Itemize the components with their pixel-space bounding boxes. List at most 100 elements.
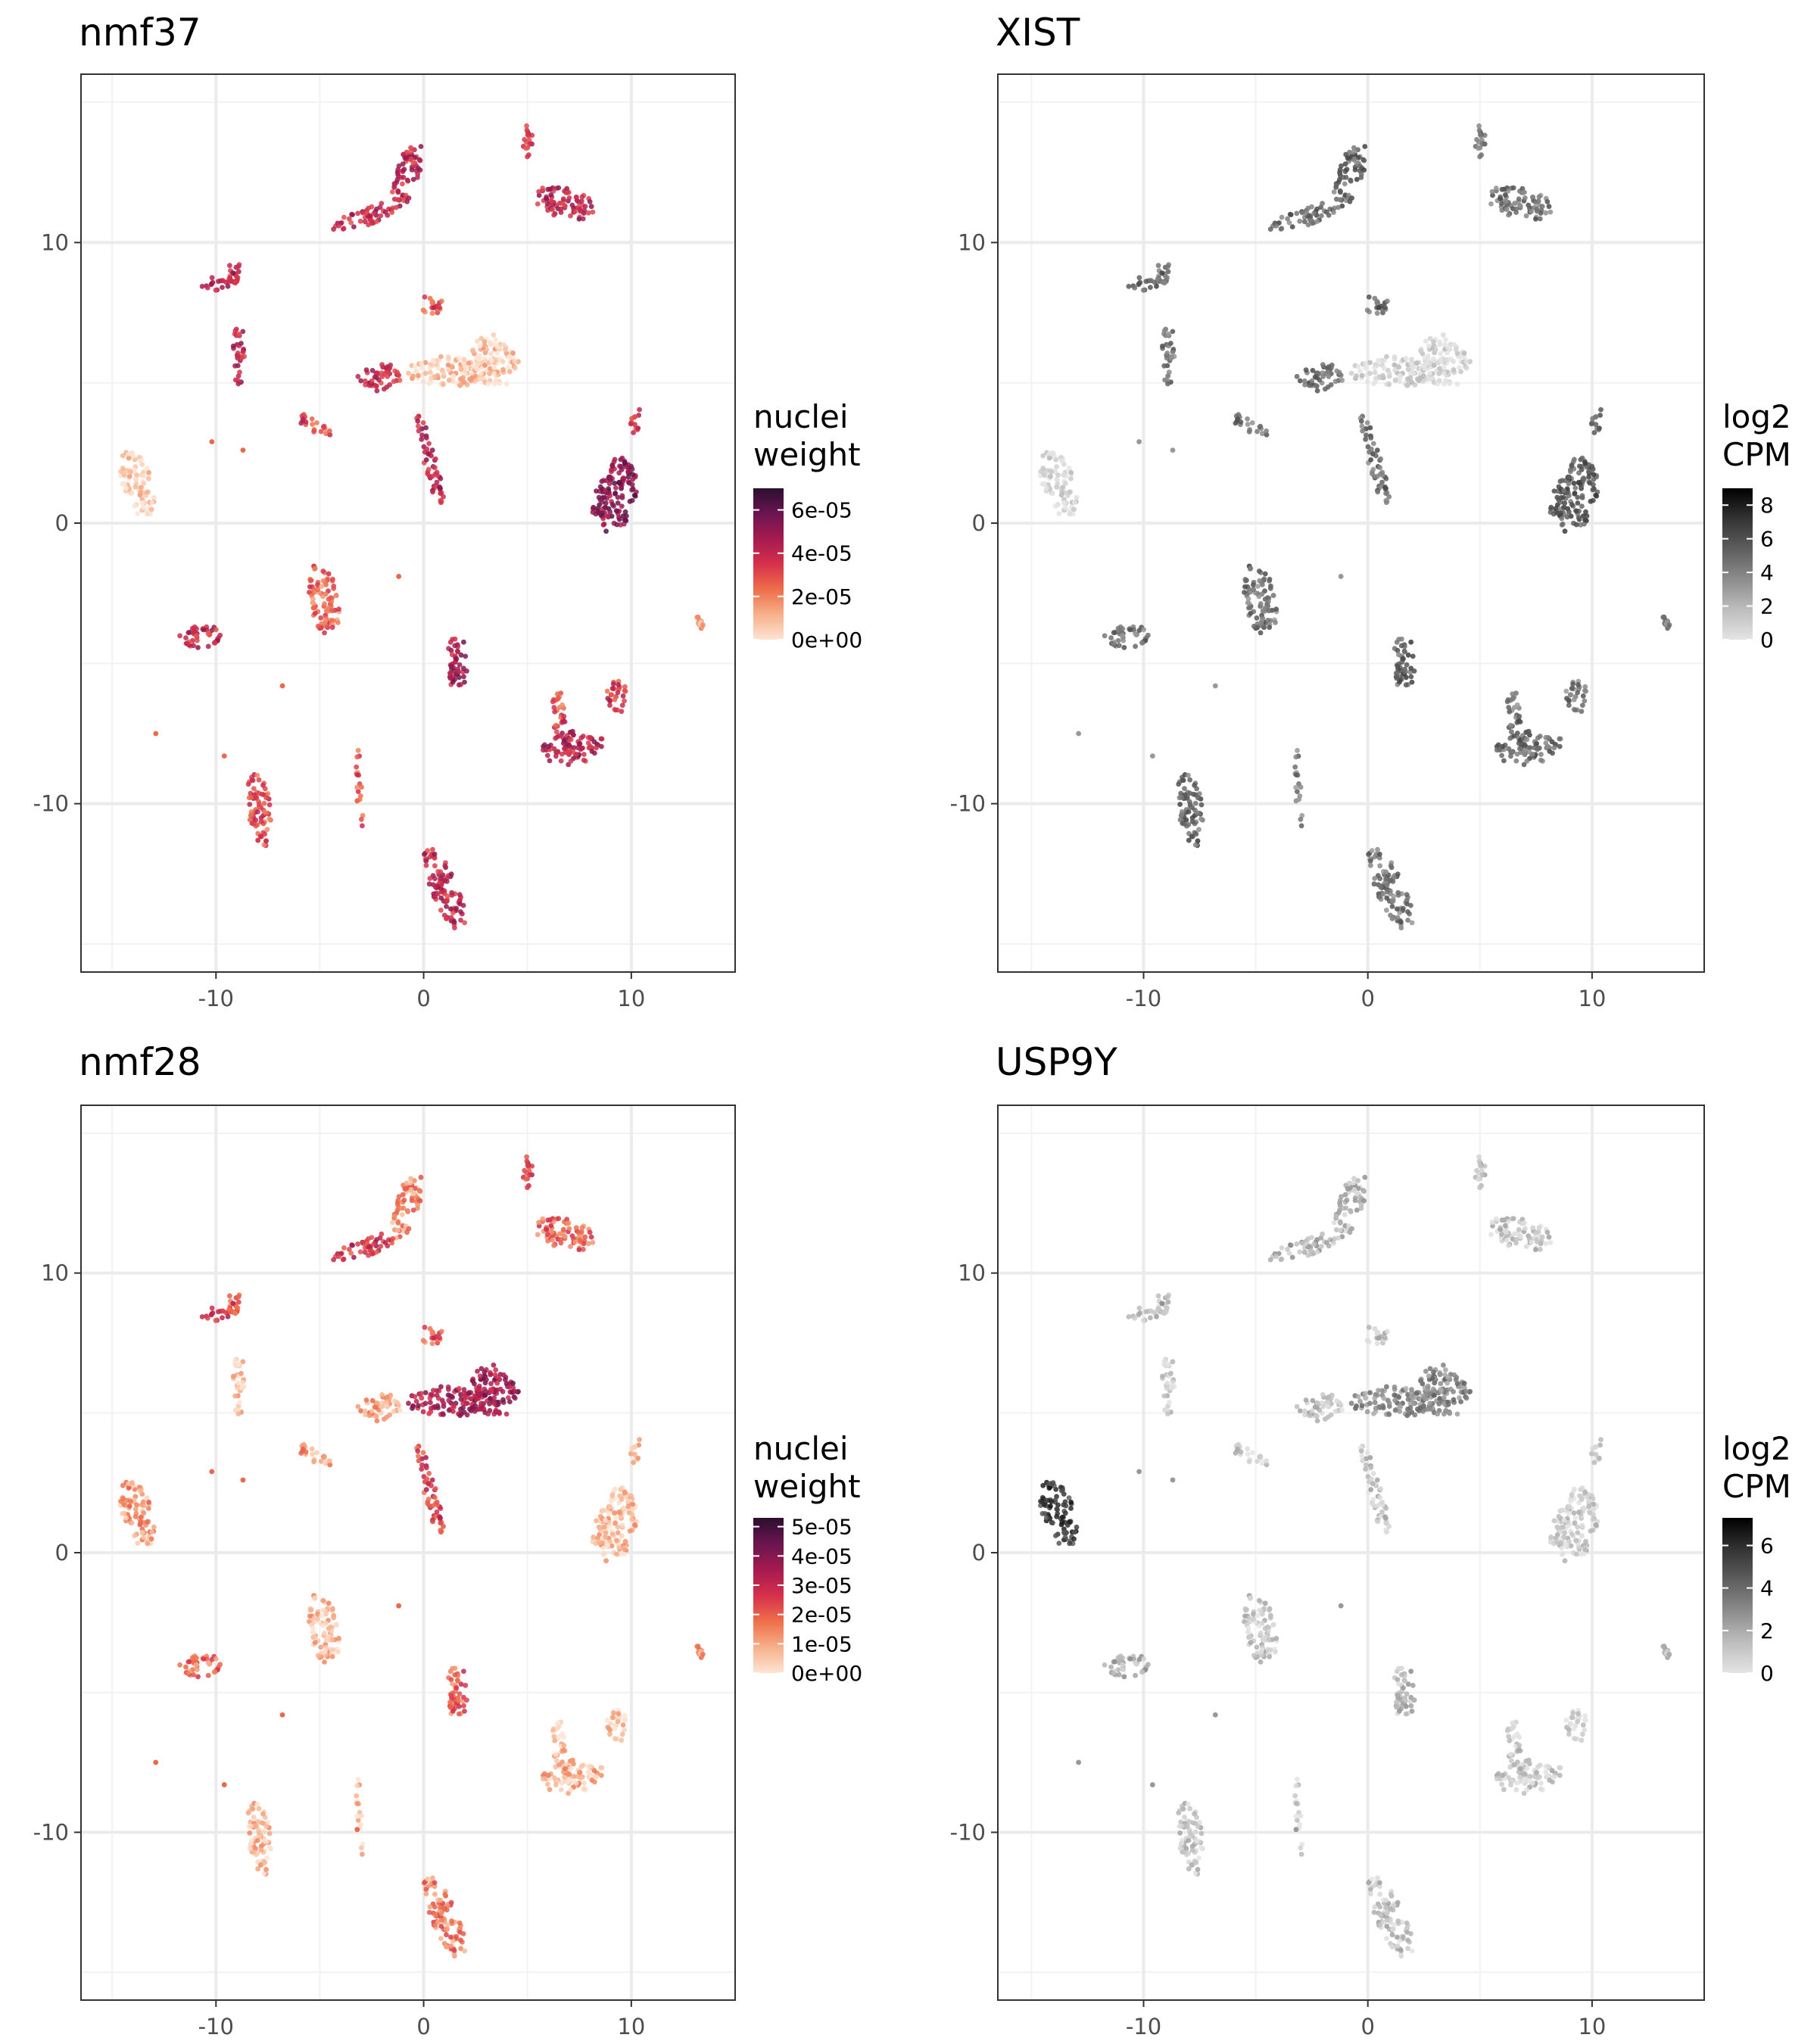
- data-point: [220, 1308, 226, 1314]
- data-point: [457, 1691, 463, 1697]
- data-point: [373, 383, 379, 389]
- data-point: [1375, 846, 1380, 852]
- data-point: [1303, 367, 1309, 373]
- data-point: [1190, 791, 1196, 797]
- data-point: [554, 749, 560, 755]
- legend-tick-label: 6e-05: [791, 498, 852, 523]
- data-point: [120, 1511, 126, 1516]
- data-point: [1192, 800, 1198, 806]
- data-point: [540, 1216, 546, 1222]
- data-point: [1566, 509, 1572, 515]
- data-point: [548, 192, 554, 198]
- data-point: [582, 204, 588, 209]
- data-point: [401, 1197, 407, 1203]
- cluster-13: [1242, 563, 1279, 636]
- data-point: [358, 1408, 364, 1413]
- data-point: [621, 521, 627, 527]
- data-point: [540, 185, 546, 191]
- data-point: [1132, 1315, 1138, 1321]
- cluster-12: [1233, 412, 1270, 438]
- data-point: [1386, 494, 1392, 500]
- data-point: [1389, 898, 1395, 904]
- data-point: [448, 871, 454, 877]
- data-point: [1198, 816, 1204, 821]
- data-point: [1257, 578, 1263, 584]
- data-point: [1347, 149, 1352, 155]
- data-point: [1498, 1226, 1503, 1232]
- data-point: [1572, 707, 1578, 713]
- data-point: [1301, 219, 1307, 225]
- data-point: [1392, 1407, 1398, 1413]
- data-point: [252, 1823, 258, 1829]
- legend-title-line: nuclei: [753, 1430, 849, 1467]
- data-point: [1060, 485, 1065, 491]
- data-point: [1499, 201, 1504, 207]
- data-point: [220, 285, 225, 290]
- data-point: [1355, 1394, 1361, 1400]
- data-point: [1068, 1506, 1074, 1511]
- data-point: [1408, 674, 1414, 680]
- data-point: [1362, 144, 1368, 149]
- data-point: [1425, 353, 1431, 359]
- data-point: [594, 745, 599, 751]
- data-point: [402, 155, 408, 160]
- data-point: [240, 447, 246, 453]
- data-point: [1165, 1294, 1170, 1300]
- cluster-6: [469, 332, 521, 387]
- data-point: [146, 469, 151, 475]
- data-point: [445, 1392, 451, 1398]
- data-point: [263, 1838, 268, 1844]
- data-point: [556, 1762, 563, 1768]
- data-point: [396, 1603, 402, 1609]
- data-point: [1523, 1244, 1529, 1249]
- data-point: [429, 1477, 435, 1483]
- data-point: [1364, 379, 1370, 385]
- data-point: [577, 207, 583, 212]
- data-point: [1576, 479, 1582, 485]
- data-point: [1582, 517, 1588, 523]
- data-point: [1467, 359, 1473, 364]
- data-point: [1366, 852, 1371, 857]
- x-tick-label: 10: [617, 986, 645, 1011]
- data-point: [1501, 758, 1507, 764]
- data-point: [1392, 367, 1398, 373]
- data-point: [225, 1313, 231, 1320]
- data-point: [336, 1254, 341, 1260]
- data-point: [585, 1241, 591, 1246]
- data-point: [478, 1366, 485, 1372]
- data-point: [601, 1550, 607, 1556]
- data-point: [595, 506, 600, 512]
- data-point: [123, 1515, 129, 1521]
- data-point: [384, 1399, 390, 1405]
- data-point: [458, 366, 464, 372]
- data-point: [1358, 1202, 1364, 1208]
- data-point: [212, 640, 218, 646]
- data-point: [632, 1451, 637, 1457]
- data-point: [581, 1786, 587, 1792]
- data-point: [255, 1837, 260, 1843]
- data-point: [1392, 362, 1398, 368]
- data-point: [1405, 918, 1410, 923]
- data-point: [1591, 430, 1597, 435]
- data-point: [141, 481, 147, 486]
- data-point: [1529, 208, 1535, 214]
- data-point: [251, 786, 257, 791]
- data-point: [472, 1403, 478, 1409]
- data-point: [1343, 174, 1349, 180]
- data-point: [1246, 600, 1252, 606]
- data-point: [323, 431, 329, 437]
- data-point: [1348, 1401, 1354, 1407]
- data-point: [1155, 1306, 1161, 1312]
- data-point: [258, 1843, 264, 1849]
- data-point: [1423, 1391, 1429, 1397]
- data-point: [1067, 511, 1073, 517]
- data-point: [488, 351, 494, 357]
- data-point: [580, 745, 585, 751]
- legend-title-line: log2: [1722, 398, 1791, 435]
- data-point: [619, 1731, 625, 1737]
- data-point: [248, 1823, 254, 1829]
- data-point: [552, 1738, 558, 1743]
- cluster-19: [354, 747, 366, 829]
- data-point: [600, 1545, 606, 1551]
- data-point: [603, 1558, 609, 1564]
